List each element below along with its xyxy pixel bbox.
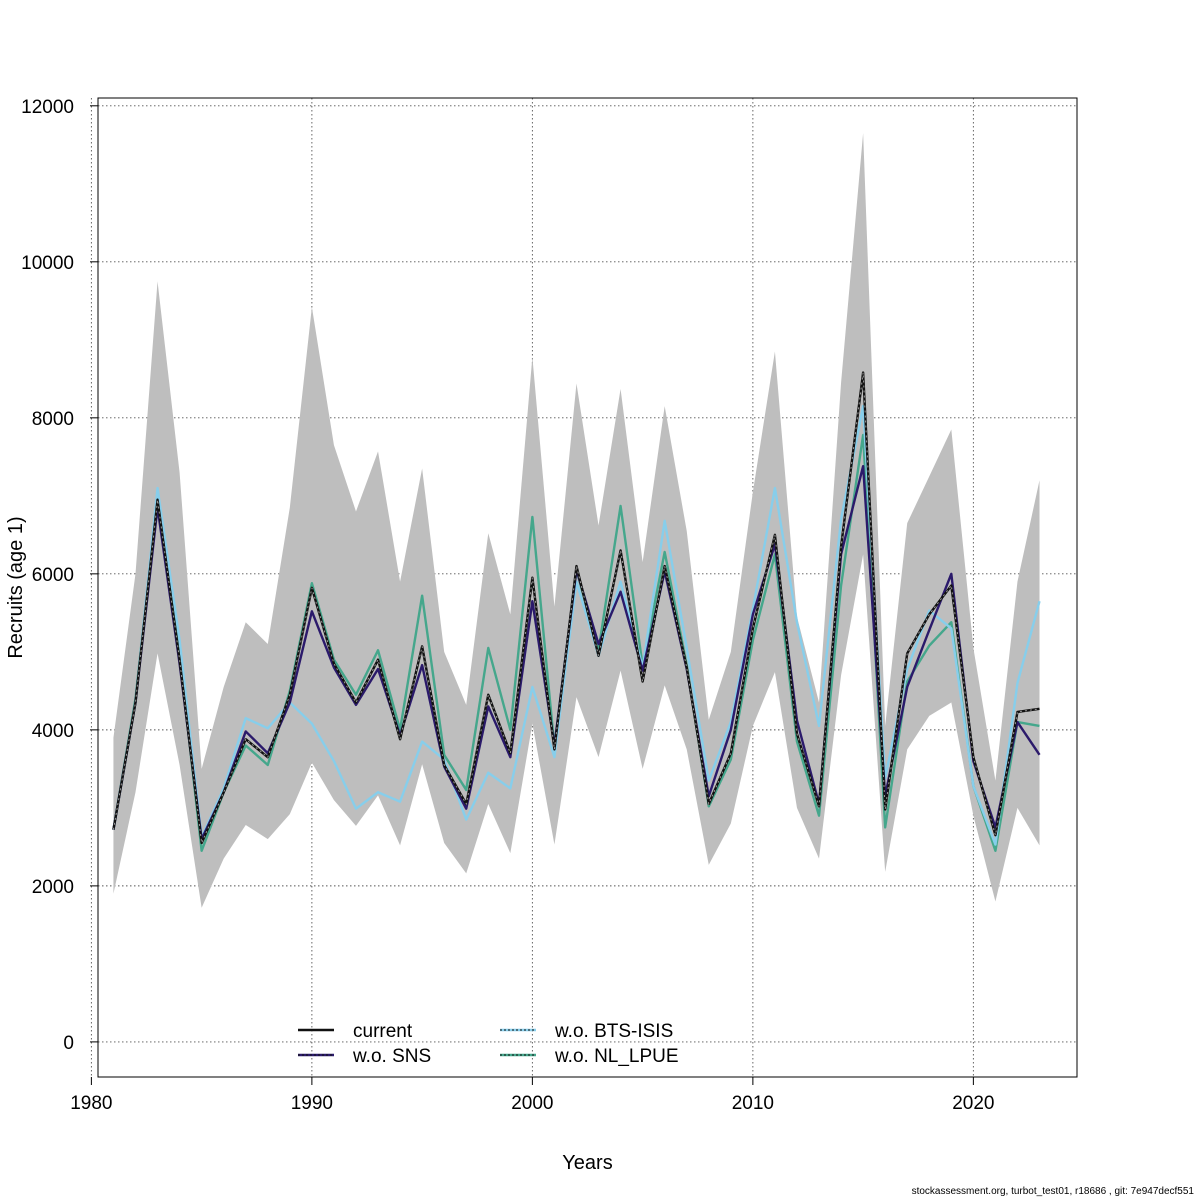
y-tick-label: 0	[63, 1033, 74, 1054]
y-tick-label: 10000	[21, 253, 74, 274]
x-tick-label: 2010	[732, 1093, 774, 1114]
y-tick-label: 12000	[21, 97, 74, 118]
x-tick-label: 1990	[291, 1093, 333, 1114]
legend: current w.o. BTS-ISIS w.o. SNS w.o. NL_LPUE	[298, 1021, 679, 1067]
x-tick-label: 2020	[952, 1093, 994, 1114]
series-line-current-dotted	[112, 372, 1040, 845]
x-tick-label: 1980	[70, 1093, 112, 1114]
x-tick-label: 2000	[511, 1093, 553, 1114]
confidence-band-layer	[113, 133, 1040, 908]
series-layer	[112, 371, 1041, 852]
legend-label: current	[353, 1021, 413, 1042]
y-tick-label: 8000	[32, 409, 74, 430]
legend-label: w.o. SNS	[352, 1046, 431, 1067]
footer-caption: stockassessment.org, turbot_test01, r186…	[911, 1186, 1194, 1197]
y-tick-label: 6000	[32, 565, 74, 586]
legend-label: w.o. BTS-ISIS	[554, 1021, 673, 1042]
axis-layer: 1980 1990 2000 2010 2020 0 2000 4000 6000 8000 100…	[21, 97, 994, 1114]
plot-frame	[97, 97, 1078, 1078]
y-axis-title: Recruits (age 1)	[5, 516, 27, 658]
legend-label: w.o. NL_LPUE	[554, 1046, 679, 1067]
x-axis-title: Years	[562, 1152, 612, 1174]
y-tick-label: 2000	[32, 877, 74, 898]
confidence-band	[113, 133, 1040, 908]
y-tick-label: 4000	[32, 721, 74, 742]
